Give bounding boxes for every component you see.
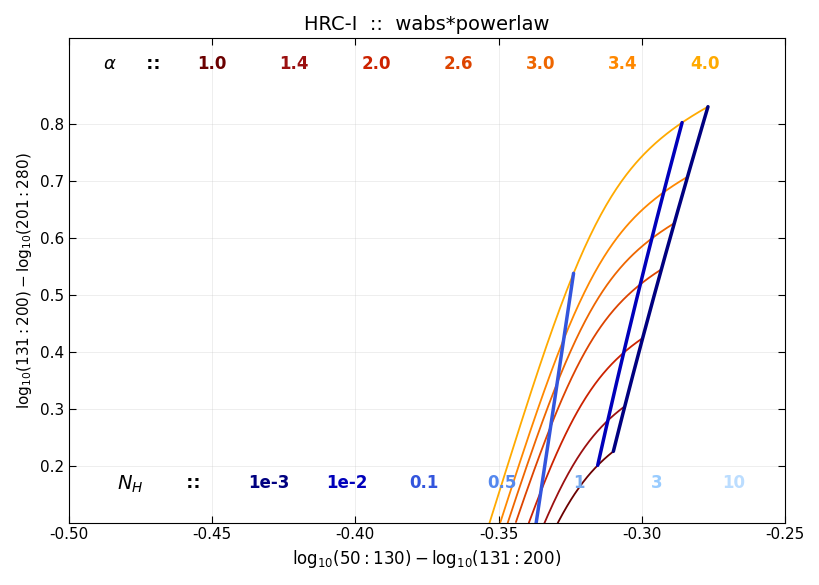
Text: 4.0: 4.0 — [690, 56, 719, 74]
Text: ::: :: — [140, 56, 167, 74]
Text: 1: 1 — [572, 474, 584, 492]
Text: 0.1: 0.1 — [409, 474, 438, 492]
Text: 1.0: 1.0 — [197, 56, 226, 74]
Text: 3: 3 — [649, 474, 662, 492]
Text: 1e-3: 1e-3 — [248, 474, 290, 492]
Text: $N_H$: $N_H$ — [117, 474, 143, 495]
Text: ::: :: — [180, 474, 207, 492]
Text: 2.0: 2.0 — [361, 56, 391, 74]
Text: 1.4: 1.4 — [279, 56, 309, 74]
Text: 0.5: 0.5 — [486, 474, 516, 492]
Text: 3.0: 3.0 — [525, 56, 554, 74]
Text: 2.6: 2.6 — [443, 56, 473, 74]
X-axis label: $\mathrm{log_{10}(50{:}130)-log_{10}(131{:}200)}$: $\mathrm{log_{10}(50{:}130)-log_{10}(131… — [292, 548, 561, 570]
Y-axis label: $\mathrm{log_{10}(131{:}200)-log_{10}(201{:}280)}$: $\mathrm{log_{10}(131{:}200)-log_{10}(20… — [15, 152, 34, 409]
Text: 10: 10 — [722, 474, 744, 492]
Text: 1e-2: 1e-2 — [326, 474, 367, 492]
Text: 3.4: 3.4 — [608, 56, 637, 74]
Title: HRC-I  ::  wabs*powerlaw: HRC-I :: wabs*powerlaw — [304, 15, 549, 34]
Text: $\alpha$: $\alpha$ — [103, 56, 116, 74]
